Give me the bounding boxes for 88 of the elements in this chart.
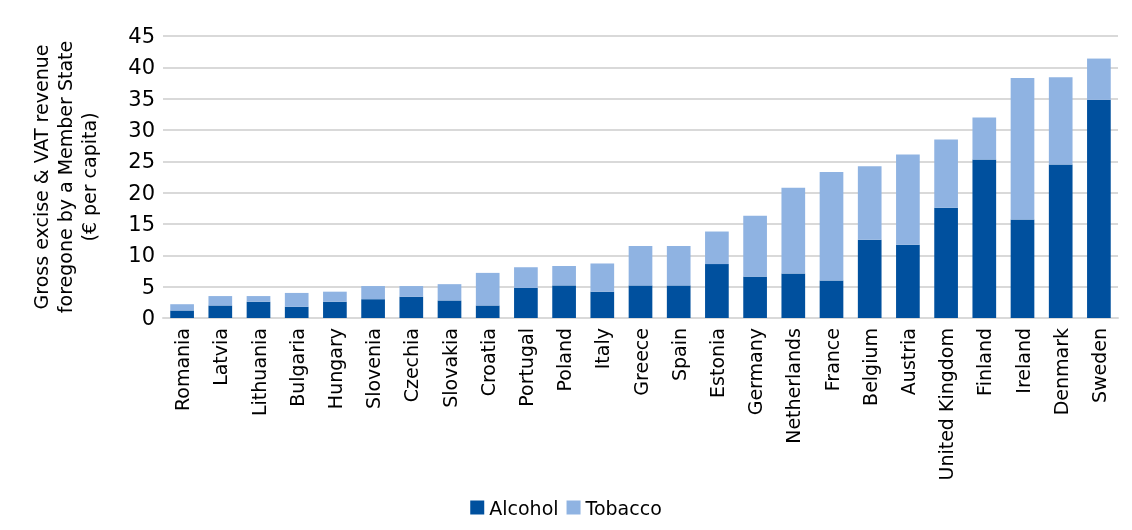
bar [590, 291, 615, 318]
y-tick-label: 30 [128, 118, 155, 142]
bar [1048, 77, 1073, 165]
bar [208, 305, 233, 318]
x-tick-label: Greece [629, 328, 652, 396]
bar [437, 284, 462, 301]
y-tick-label: 35 [128, 86, 155, 111]
bar [475, 305, 500, 318]
x-tick-label: Austria [896, 328, 919, 396]
x-tick-label: Germany [744, 328, 767, 416]
bar [972, 117, 997, 160]
legend-label: Tobacco [584, 496, 662, 519]
bar [514, 287, 538, 318]
x-tick-label: Ireland [1011, 328, 1034, 394]
bar [323, 291, 347, 302]
bar [208, 296, 233, 306]
x-tick-label: Belgium [858, 328, 881, 406]
x-tick-label: Bulgaria [285, 328, 308, 407]
bar [972, 159, 997, 318]
x-tick-label: Finland [973, 328, 996, 396]
y-tick-label: 20 [128, 180, 155, 205]
y-tick-label: 10 [128, 243, 155, 268]
x-tick-label: Hungary [323, 328, 346, 410]
bar [628, 285, 653, 318]
x-tick-label: Latvia [209, 328, 232, 386]
bar [705, 264, 729, 318]
bar [628, 245, 653, 286]
bar [475, 272, 500, 306]
bar [323, 301, 347, 318]
x-tick-label: Estonia [705, 328, 728, 398]
bar [819, 171, 844, 281]
bar [819, 280, 844, 318]
x-tick-label: Denmark [1049, 328, 1072, 416]
bar [361, 299, 385, 318]
y-tick-label: 40 [128, 55, 155, 80]
x-tick-label: Romania [171, 328, 194, 412]
y-tick-label: 45 [128, 24, 155, 48]
y-tick-label: 5 [141, 274, 155, 299]
bar [590, 263, 615, 292]
bar [743, 215, 767, 277]
bar [857, 166, 882, 240]
bar [1087, 58, 1111, 100]
bar [705, 231, 729, 265]
x-tick-label: Portugal [514, 328, 537, 407]
bar [1010, 219, 1035, 318]
x-tick-label: United Kingdom [935, 328, 958, 481]
bar [896, 244, 920, 318]
bar [399, 296, 424, 318]
y-tick-label: 0 [141, 306, 155, 330]
bar [399, 286, 424, 297]
bar [514, 267, 538, 288]
x-tick-label: Slovenia [362, 328, 385, 409]
bar [666, 285, 691, 318]
x-tick-label: Spain [667, 328, 690, 382]
bar [170, 304, 194, 311]
bar [1087, 99, 1111, 318]
bar [781, 187, 806, 274]
legend-label: Alcohol [489, 496, 559, 519]
bar [170, 310, 194, 318]
bar [361, 286, 385, 300]
x-tick-label: Croatia [476, 328, 499, 397]
x-tick-label: France [820, 328, 843, 392]
x-tick-label: Netherlands [782, 328, 805, 444]
x-tick-label: Italy [591, 328, 614, 370]
bar [934, 139, 958, 208]
y-tick-label: 15 [128, 212, 155, 236]
x-tick-label: Poland [553, 328, 576, 392]
bar [437, 300, 462, 318]
bar [246, 301, 271, 318]
bar [666, 245, 691, 286]
bar [284, 292, 309, 307]
bar [1048, 164, 1073, 318]
bar [246, 296, 271, 302]
bar [1010, 77, 1035, 220]
x-tick-label: Slovakia [438, 328, 461, 408]
bar [284, 306, 309, 318]
bar [934, 207, 958, 318]
bar [552, 265, 576, 286]
bar [743, 276, 767, 318]
y-axis-title: Gross excise & VAT revenue foregone by a Member State (€ per capita) [30, 40, 100, 314]
bar [552, 285, 576, 318]
bar [781, 273, 806, 318]
x-tick-label: Czechia [400, 328, 423, 403]
bar [896, 154, 920, 245]
x-tick-label: Sweden [1087, 328, 1110, 404]
x-tick-label: Lithuania [247, 328, 270, 417]
bar [857, 239, 882, 318]
y-tick-label: 25 [128, 149, 155, 174]
